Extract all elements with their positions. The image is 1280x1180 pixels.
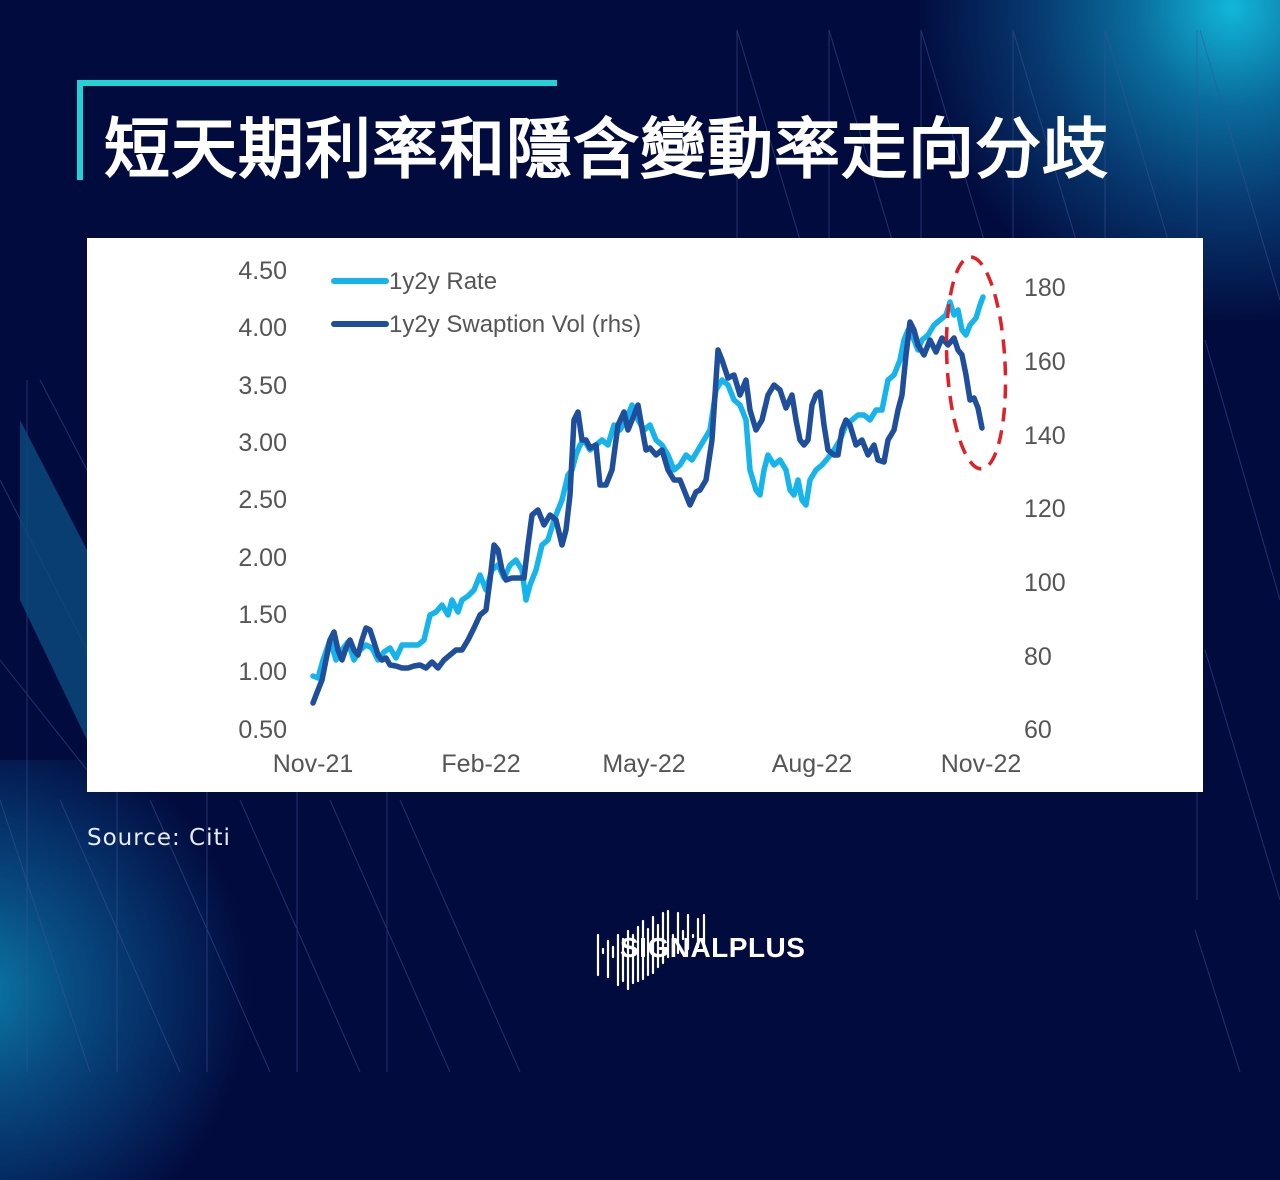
x-axis: Nov-21 Feb-22 May-22 Aug-22 Nov-22: [273, 750, 1022, 778]
chart-legend: 1y2y Rate 1y2y Swaption Vol (rhs): [331, 268, 641, 338]
y-tick-label: 0.50: [238, 716, 287, 744]
y2-tick-label: 140: [1024, 422, 1066, 450]
x-tick-label: Nov-22: [941, 750, 1022, 778]
y-tick-label: 3.50: [238, 372, 287, 400]
y-tick-label: 4.00: [238, 314, 287, 342]
legend-label-vol: 1y2y Swaption Vol (rhs): [389, 311, 641, 338]
x-tick-label: Aug-22: [772, 750, 853, 778]
y2-tick-label: 160: [1024, 348, 1066, 376]
y-tick-label: 4.50: [238, 257, 287, 285]
y-tick-label: 1.50: [238, 601, 287, 629]
right-y-axis: 180 160 140 120 100 80 60: [1024, 274, 1066, 744]
y-tick-label: 3.00: [238, 429, 287, 457]
chart-panel: [87, 238, 1203, 792]
y2-tick-label: 180: [1024, 274, 1066, 302]
left-y-axis: 4.50 4.00 3.50 3.00 2.50 2.00 1.50 1.00 …: [238, 257, 287, 744]
x-tick-label: Feb-22: [441, 750, 520, 778]
y-tick-label: 1.00: [238, 658, 287, 686]
highlight-ellipse: [944, 255, 1008, 471]
legend-label-rate: 1y2y Rate: [389, 268, 497, 295]
x-tick-label: Nov-21: [273, 750, 354, 778]
brand-name: SIGNALPLUS: [620, 932, 806, 963]
title-accent-bracket: [77, 80, 557, 180]
series-line-rate: [310, 294, 986, 681]
background-line-pattern: [0, 29, 1280, 1072]
source-caption: Source: Citi: [87, 825, 231, 851]
y2-tick-label: 80: [1024, 643, 1052, 671]
y-tick-label: 2.50: [238, 486, 287, 514]
page-title: 短天期利率和隱含變動率走向分歧: [104, 111, 1109, 188]
waveform-bars-icon: [596, 909, 706, 991]
y2-tick-label: 100: [1024, 569, 1066, 597]
line-chart: 4.50 4.00 3.50 3.00 2.50 2.00 1.50 1.00 …: [238, 255, 1066, 778]
y-tick-label: 2.00: [238, 544, 287, 572]
x-tick-label: May-22: [602, 750, 685, 778]
y2-tick-label: 120: [1024, 495, 1066, 523]
y2-tick-label: 60: [1024, 716, 1052, 744]
series-line-vol: [310, 319, 985, 706]
